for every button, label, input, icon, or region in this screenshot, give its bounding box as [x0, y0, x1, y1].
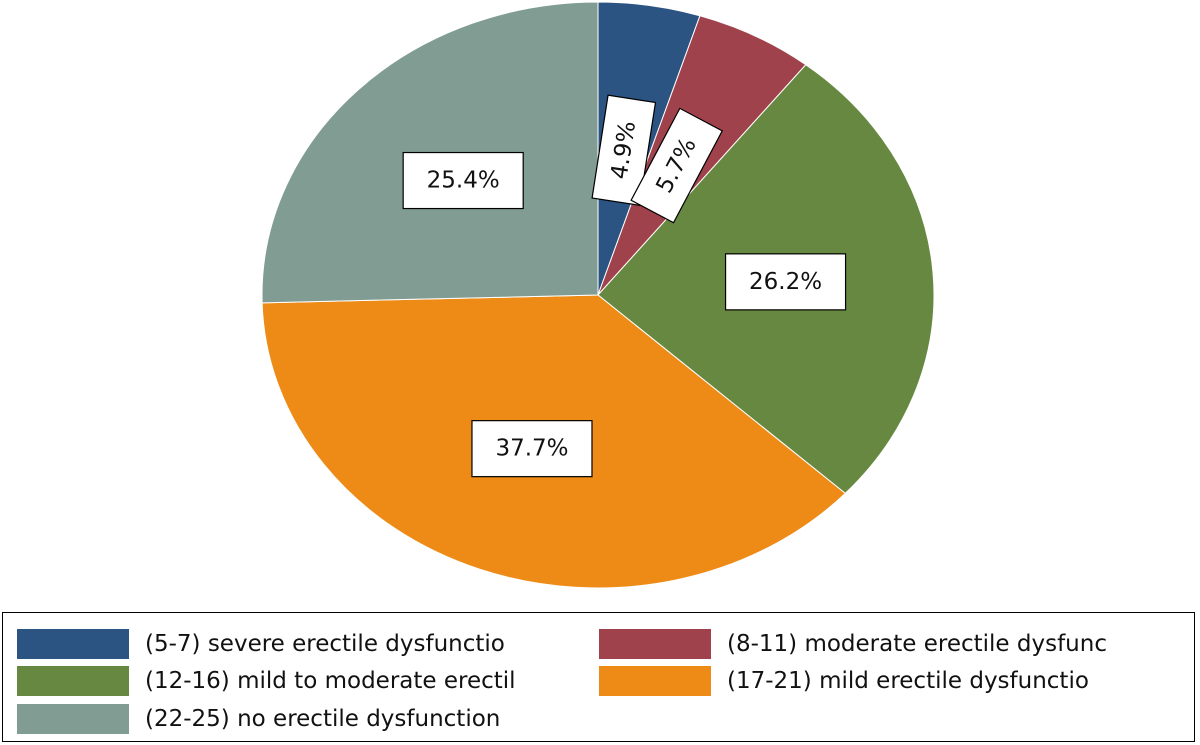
pie-label-box-severe: [591, 94, 657, 206]
pie-label-moderate: 5.7%: [630, 107, 724, 224]
legend-swatch-moderate: [599, 629, 711, 659]
pie-label-box-none: [402, 151, 524, 210]
pie-labels: 4.9% 5.7% 26.2% 37.7% 25.4%: [402, 94, 847, 478]
legend: (5-7) severe erectile dysfunctio (8-11) …: [2, 612, 1195, 742]
legend-label-mild-to-moderate: (12-16) mild to moderate erectil: [145, 668, 516, 694]
pie-label-box-mild-to-moderate: [724, 253, 847, 311]
legend-item-severe: (5-7) severe erectile dysfunctio: [17, 627, 505, 661]
legend-swatch-severe: [17, 629, 129, 659]
legend-label-none: (22-25) no erectile dysfunction: [145, 706, 501, 732]
pie-label-mild-to-moderate: 26.2%: [724, 253, 847, 311]
legend-swatch-none: [17, 704, 129, 734]
legend-label-severe: (5-7) severe erectile dysfunctio: [145, 631, 505, 657]
legend-item-mild-to-moderate: (12-16) mild to moderate erectil: [17, 664, 516, 698]
legend-swatch-mild-to-moderate: [17, 666, 129, 696]
pie-label-severe: 4.9%: [591, 94, 657, 206]
pie-chart: 4.9% 5.7% 26.2% 37.7% 25.4%: [261, 1, 935, 589]
pie-label-text-none: 25.4%: [427, 168, 500, 194]
pie-label-none: 25.4%: [402, 151, 524, 210]
pie-label-box-mild: [471, 420, 593, 478]
pie-label-text-mild-to-moderate: 26.2%: [749, 269, 822, 295]
legend-swatch-mild: [599, 666, 711, 696]
legend-label-moderate: (8-11) moderate erectile dysfunc: [727, 631, 1107, 657]
pie-label-mild: 37.7%: [471, 420, 593, 478]
legend-item-mild: (17-21) mild erectile dysfunctio: [599, 664, 1089, 698]
legend-item-none: (22-25) no erectile dysfunction: [17, 702, 500, 736]
legend-item-moderate: (8-11) moderate erectile dysfunc: [599, 627, 1107, 661]
pie-label-text-mild: 37.7%: [495, 436, 568, 462]
pie-label-box-moderate: [630, 107, 724, 224]
legend-label-mild: (17-21) mild erectile dysfunctio: [727, 668, 1089, 694]
